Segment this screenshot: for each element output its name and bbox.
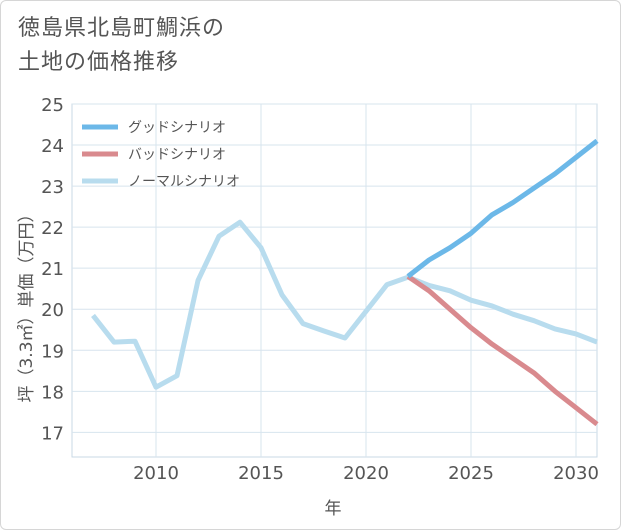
series-layer [91, 138, 599, 427]
y-tick-label: 25 [41, 95, 64, 116]
series-line-2 [91, 219, 598, 390]
y-tick-label: 20 [41, 300, 64, 321]
x-axis-label: 年 [325, 499, 342, 519]
chart-title-line2: 土地の価格推移 [18, 50, 180, 75]
tick-labels: 17 18 19 20 21 22 23 24 25 2010 2015 2020 2025 2030 [41, 95, 599, 484]
y-tick-label: 24 [41, 136, 64, 157]
series-line-0 [406, 138, 599, 279]
y-tick-label: 17 [41, 423, 64, 444]
y-axis-label: 坪（3.3㎡）単価（万円） [17, 205, 37, 402]
grid [71, 103, 598, 458]
y-tick-label: 23 [41, 177, 64, 198]
x-tick-label: 2020 [343, 463, 389, 484]
legend-label: バッドシナリオ [128, 147, 226, 163]
x-tick-label: 2030 [553, 463, 599, 484]
legend-label: ノーマルシナリオ [128, 174, 240, 190]
series-line-1 [406, 274, 599, 427]
x-tick-label: 2015 [238, 463, 284, 484]
y-tick-label: 22 [41, 218, 64, 239]
x-tick-label: 2010 [133, 463, 179, 484]
chart-title-line1: 徳島県北島町鯛浜の [18, 16, 226, 41]
y-tick-label: 19 [41, 341, 64, 362]
chart-title: 徳島県北島町鯛浜の 土地の価格推移 [18, 12, 378, 80]
y-tick-label: 18 [41, 382, 64, 403]
x-tick-label: 2025 [448, 463, 494, 484]
legend-label: グッドシナリオ [128, 120, 226, 136]
y-tick-label: 21 [41, 259, 64, 280]
